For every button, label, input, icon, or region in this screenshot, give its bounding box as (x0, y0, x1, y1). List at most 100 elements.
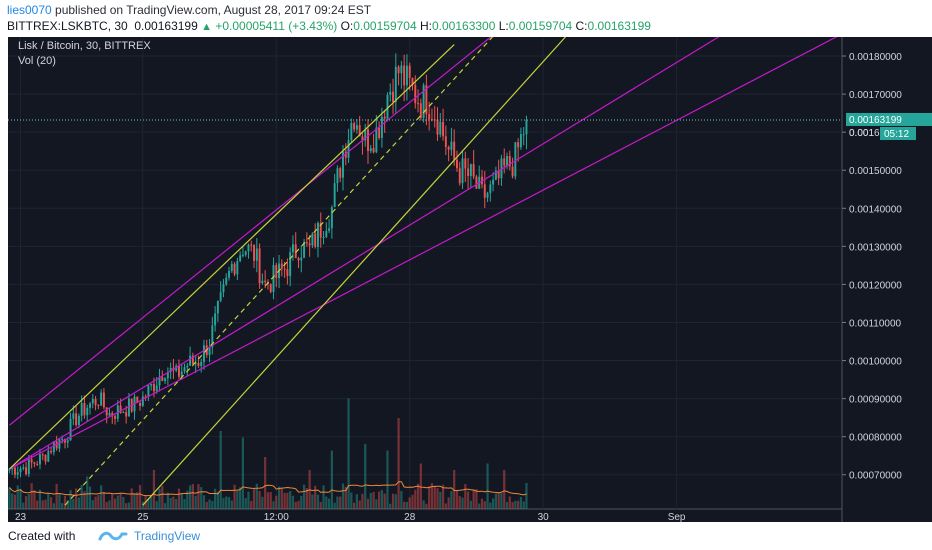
candle-body (467, 168, 470, 176)
volume-bar (416, 483, 420, 509)
y-tick-labels: 0.00180000 0.00170000 0.00160000 0.00150000… (842, 52, 902, 482)
candle-body (94, 398, 97, 405)
volume-bar (441, 484, 445, 509)
volume-bar (11, 493, 14, 509)
candle-body (397, 66, 400, 74)
candle-body (89, 403, 91, 408)
volume-bar (66, 499, 69, 509)
candle-body (119, 405, 122, 413)
volume-bar (166, 492, 169, 509)
volume-bar (30, 483, 33, 509)
candle-body (411, 77, 414, 85)
volume-bar (161, 486, 164, 509)
candle-body (469, 164, 472, 176)
candle-body (453, 141, 456, 160)
volume-bar (158, 488, 161, 509)
volume-bar (252, 489, 256, 509)
volume-bar (152, 470, 156, 509)
candle-body (280, 263, 283, 269)
volume-bar (261, 496, 264, 509)
candle-body (367, 129, 369, 152)
candle-body (289, 252, 292, 277)
volume-bar (216, 491, 220, 509)
volume-ma (9, 481, 527, 497)
volume-bar (375, 499, 378, 509)
volume-bar (330, 450, 333, 509)
volume-bar (108, 500, 111, 509)
volume-bar (272, 501, 275, 509)
volume-bar (191, 484, 194, 509)
volume-bar (505, 501, 509, 509)
candle-body (364, 129, 367, 141)
candle-body (455, 159, 458, 169)
candle-body (8, 469, 11, 471)
volume-bar (422, 500, 425, 509)
candle-body (378, 127, 381, 138)
volume-bar (325, 496, 328, 509)
volume-bar (403, 501, 406, 509)
volume-bar (461, 497, 464, 509)
candle-body (189, 355, 192, 366)
time-axis[interactable] (8, 485, 842, 522)
candle-body (422, 85, 425, 118)
volume-bar (280, 488, 283, 509)
candle-body (41, 454, 44, 456)
volume-bar (525, 483, 528, 509)
candle-body (77, 415, 80, 426)
volume-bar (455, 490, 459, 509)
volume-bar (227, 497, 231, 509)
author-link[interactable]: lies0070 (7, 3, 52, 17)
candle-body (442, 121, 445, 137)
candle-body (239, 255, 242, 262)
volume-bar (222, 498, 225, 509)
volume-bar (194, 495, 197, 509)
price-chart[interactable]: 0.00180000 0.00170000 0.00160000 0.00150000… (0, 37, 932, 522)
candle-body (436, 119, 439, 135)
candle-body (64, 438, 66, 443)
volume-bar (411, 494, 414, 509)
volume-bar (483, 501, 486, 509)
candle-body (261, 280, 264, 284)
candle-body (314, 233, 317, 247)
volume-bar (205, 502, 208, 509)
volume-bar (183, 499, 186, 509)
candle-body (236, 261, 239, 275)
volume-bar (69, 490, 72, 509)
candle-body (294, 244, 297, 259)
volume-bar (27, 494, 30, 509)
candle-body (291, 244, 294, 253)
volume-bar (208, 499, 211, 509)
volume-bar (433, 486, 436, 509)
volume-bar (147, 499, 150, 509)
y-tick-label: 0.00090000 (849, 395, 902, 406)
volume-bar (197, 484, 200, 509)
last-price: 0.00163199 (134, 19, 198, 33)
plot-area[interactable] (8, 37, 842, 485)
candle-body (255, 248, 258, 261)
volume-bar (497, 492, 500, 509)
candle-body (269, 284, 272, 292)
volume-bar (517, 500, 520, 509)
price-change: +0.00005411 (+3.43%) (215, 19, 338, 33)
tradingview-logo-icon[interactable] (98, 528, 130, 544)
y-tick-label: 0.00170000 (849, 90, 902, 101)
volume-bar (380, 490, 384, 509)
volume-bar (213, 488, 217, 509)
tradingview-brand-link[interactable]: TradingView (134, 529, 201, 543)
candle-body (439, 121, 442, 135)
volume-bar (453, 470, 456, 509)
trendlines[interactable] (8, 37, 843, 506)
volume-bar (419, 463, 422, 509)
y-tick-label: 0.00130000 (849, 242, 902, 253)
volume-bar (389, 503, 392, 509)
candle-body (450, 141, 453, 150)
footer: Created with TradingView (0, 522, 932, 550)
candle-body (97, 404, 100, 406)
volume-bar (138, 485, 142, 509)
candle-body (47, 450, 50, 462)
candle-body (339, 168, 342, 178)
volume-bar (500, 492, 503, 509)
volume-bar (305, 488, 308, 509)
volume-bar (52, 503, 55, 509)
candle-body (186, 365, 189, 368)
